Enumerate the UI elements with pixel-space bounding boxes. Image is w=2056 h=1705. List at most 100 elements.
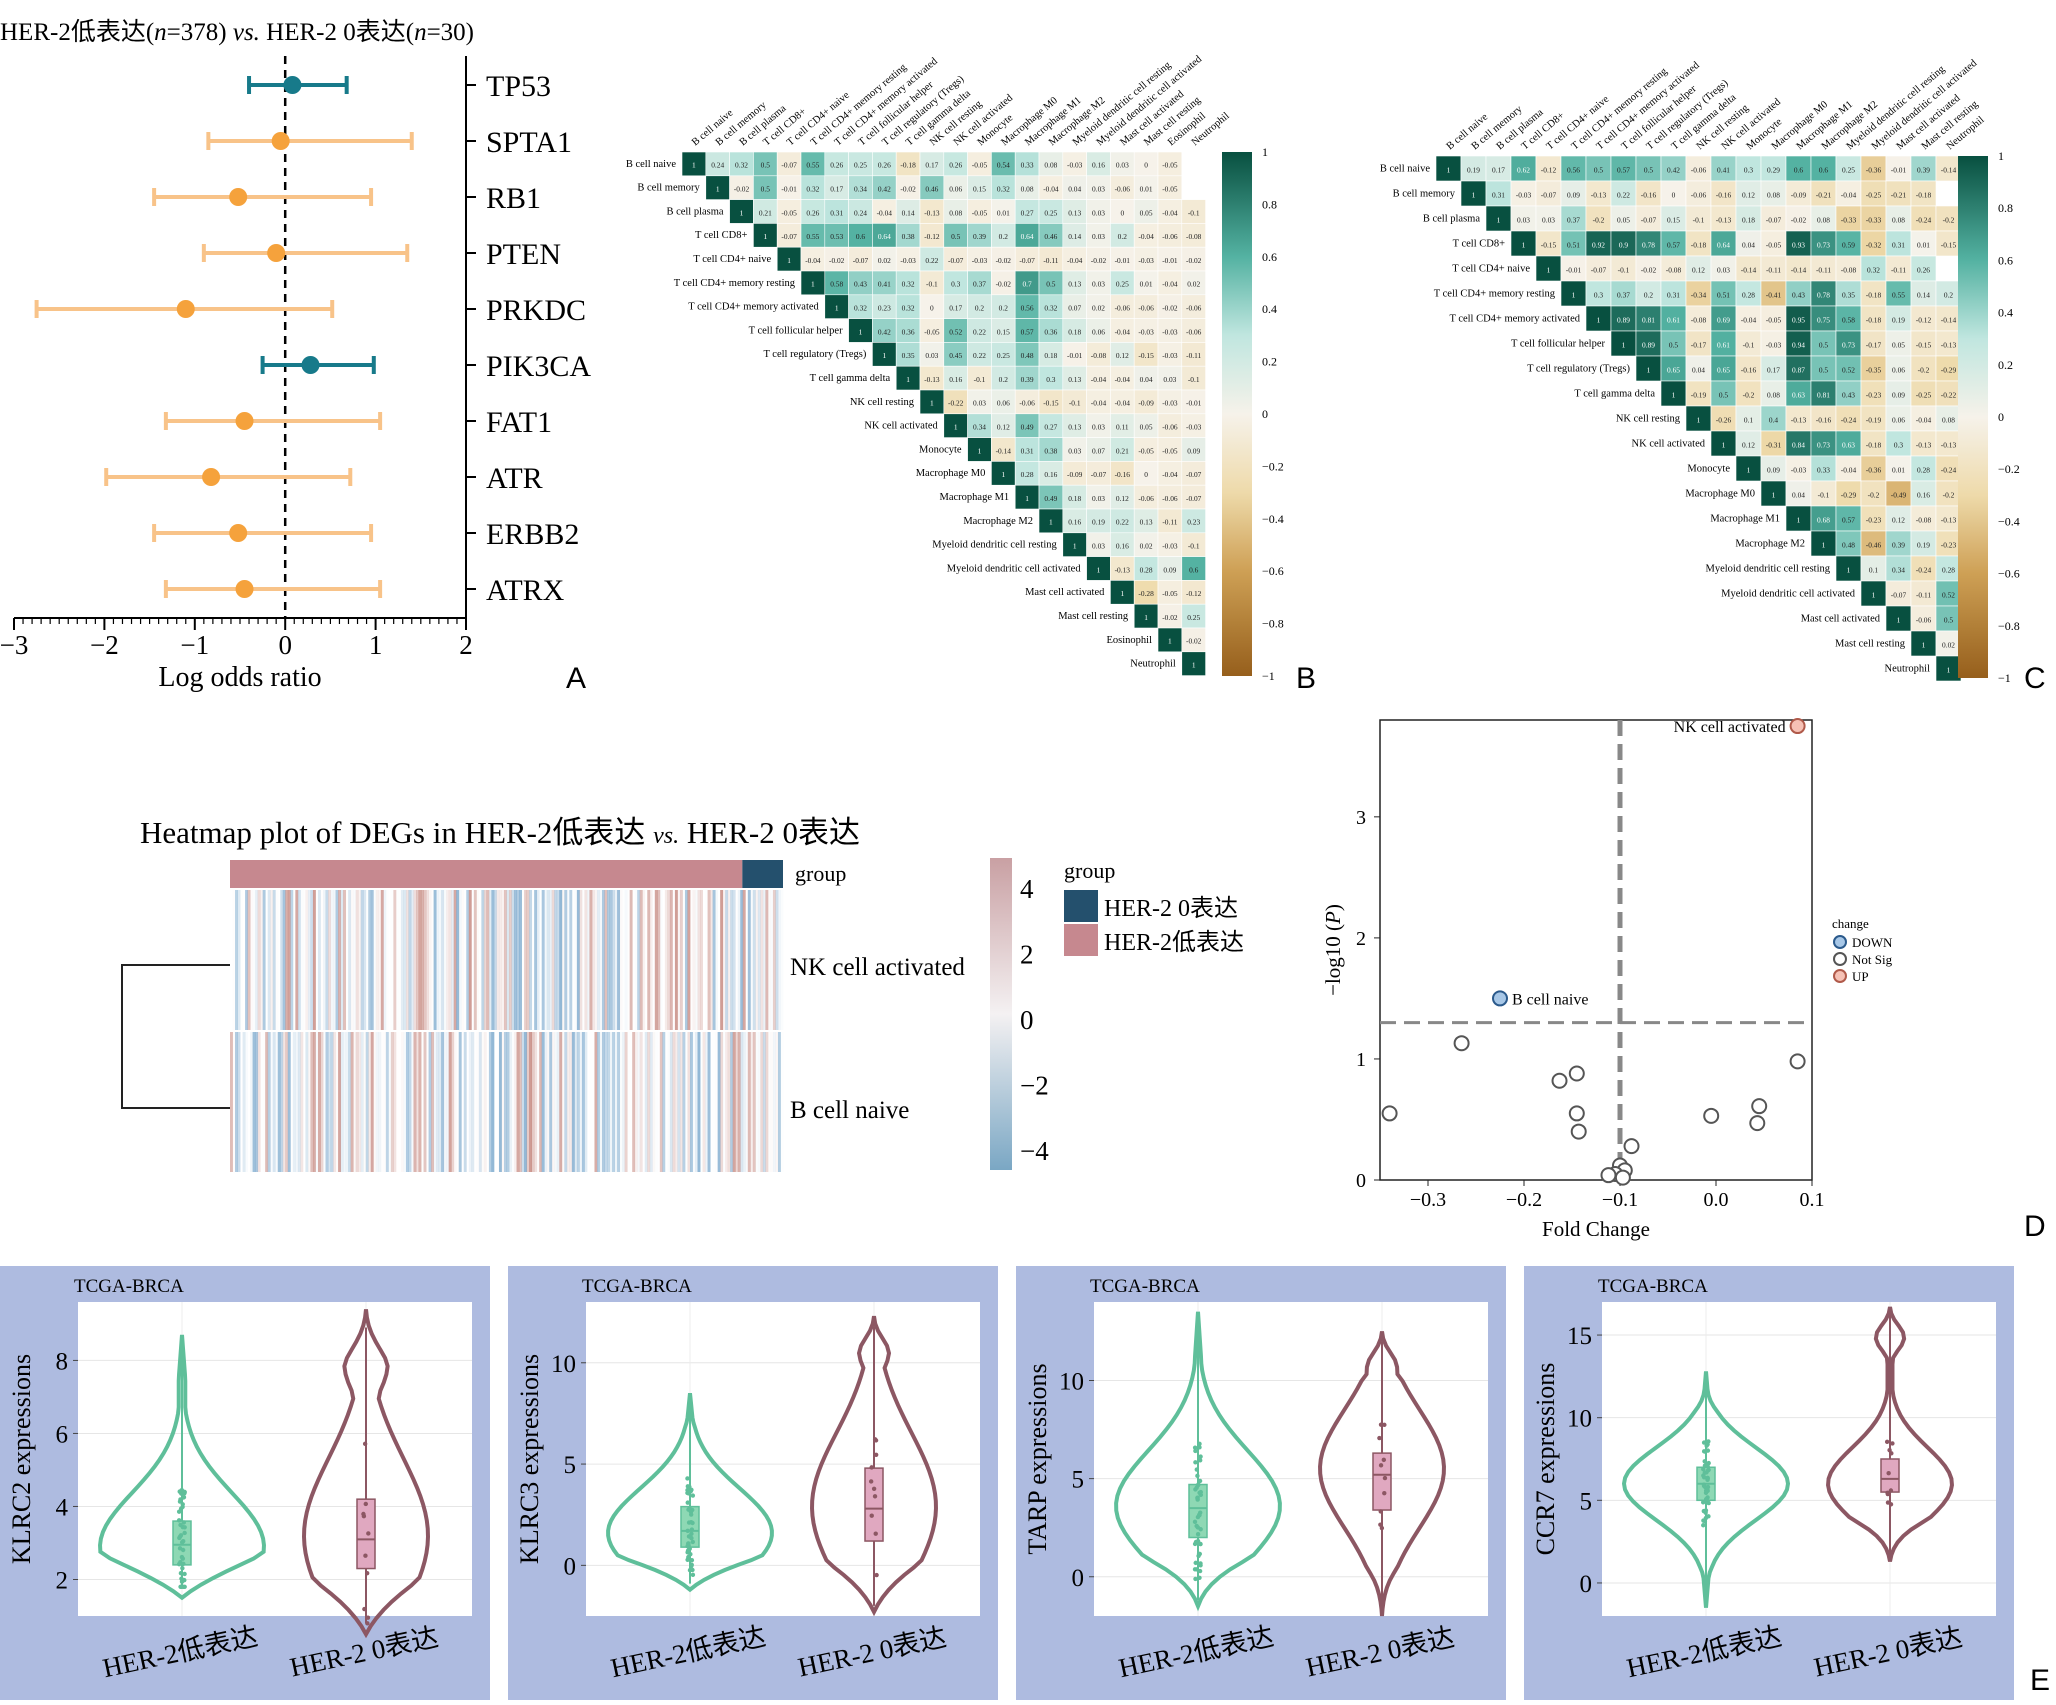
heat-stripe [348, 890, 352, 1030]
corr-value: -0.2 [1918, 366, 1930, 375]
row-label-myeloid-dendritic-cell-resting: Myeloid dendritic cell resting [1705, 564, 1830, 575]
heat-stripe [310, 890, 314, 1030]
correlation-heatmap-b: B cell naive 1 0.24 0.32 0.5 -0.07 0.55 0.26 0.2… [626, 53, 1284, 683]
heat-stripe [677, 890, 681, 1030]
corr-value: -0.1 [1188, 375, 1200, 384]
corr-value: 0.2 [1944, 291, 1954, 300]
heat-stripe [265, 1032, 269, 1172]
data-point [1382, 1475, 1388, 1481]
colorbar-label: 0 [1262, 407, 1268, 421]
heat-stripe [343, 890, 347, 1030]
corr-value: -0.1 [1188, 542, 1200, 551]
corr-cell [1935, 230, 1962, 257]
corr-value: 0.16 [1116, 542, 1129, 551]
corr-cell [1885, 280, 1912, 307]
corr-value: 0.21 [759, 208, 772, 217]
heat-stripe [539, 890, 542, 1030]
plot-area [78, 1302, 472, 1616]
heat-stripe [645, 890, 648, 1030]
colorbar-label: 2 [1020, 940, 1034, 970]
corr-value: -0.14 [1791, 266, 1807, 275]
heat-stripe [541, 1032, 545, 1172]
heat-stripe [491, 1032, 495, 1172]
corr-value: 0.61 [1717, 341, 1730, 350]
data-point [685, 1528, 690, 1534]
corr-value: 0.39 [973, 232, 986, 241]
heat-stripe [509, 890, 512, 1030]
corr-value: 1 [1192, 661, 1196, 670]
heat-stripe [245, 890, 248, 1030]
corr-cell [1635, 305, 1662, 332]
corr-cell [1860, 180, 1887, 207]
corr-value: 0.06 [1092, 327, 1105, 336]
corr-value: 0.12 [1692, 266, 1705, 275]
corr-value: -0.31 [1766, 441, 1782, 450]
panel-letter-e: E [2030, 1664, 2051, 1697]
corr-cell [1810, 405, 1837, 432]
corr-value: -0.1 [1818, 491, 1830, 500]
heat-stripe [353, 890, 357, 1030]
corr-value: -0.19 [1866, 416, 1882, 425]
heat-stripe [655, 1032, 658, 1172]
heat-stripe [438, 1032, 442, 1172]
row-label-t-cell-cd4-memory-resting: T cell CD4+ memory resting [1434, 289, 1556, 300]
heat-stripe [255, 1032, 259, 1172]
heat-stripe [622, 890, 625, 1030]
corr-value: 0.57 [1667, 241, 1680, 250]
data-point [1193, 1576, 1198, 1582]
corr-cell [1535, 180, 1562, 207]
corr-value: 0.54 [997, 161, 1010, 170]
corr-value: 0.1 [1744, 416, 1754, 425]
corr-cell [1860, 455, 1887, 482]
data-point [1706, 1500, 1711, 1506]
row-label-nk-cell-activated: NK cell activated [864, 421, 938, 432]
heat-stripe [775, 1032, 779, 1172]
heat-stripe [652, 890, 655, 1030]
corr-cell [1710, 405, 1737, 432]
heat-stripe [468, 1032, 472, 1172]
corr-value: 1 [1572, 291, 1576, 300]
group-bar-zero [742, 860, 783, 888]
heat-stripe [240, 1032, 243, 1172]
heat-stripe [300, 1032, 304, 1172]
heat-stripe [584, 890, 588, 1030]
heat-stripe [762, 1032, 766, 1172]
y-tick-label: 10 [551, 1351, 576, 1378]
corr-value: 0.02 [1187, 280, 1200, 289]
row-label-monocyte: Monocyte [919, 444, 962, 455]
corr-value: 0.5 [1819, 366, 1829, 375]
data-point [1193, 1560, 1198, 1566]
heat-stripe [506, 1032, 510, 1172]
corr-value: 0.28 [1140, 565, 1153, 574]
heat-stripe [242, 1032, 246, 1172]
data-point [1195, 1495, 1200, 1500]
corr-value: -0.1 [1618, 266, 1630, 275]
heat-stripe [305, 1032, 309, 1172]
violin-zero [302, 1309, 430, 1639]
corr-value: -0.04 [1115, 327, 1131, 336]
data-point [180, 1547, 186, 1553]
corr-value: 0.17 [1492, 166, 1505, 175]
box [1372, 1452, 1392, 1511]
corr-value: 0.29 [1767, 166, 1780, 175]
heat-stripe [690, 890, 693, 1030]
corr-value: -0.06 [1691, 166, 1707, 175]
corr-value: 1 [930, 399, 934, 408]
corr-value: -0.03 [1138, 327, 1154, 336]
corr-value: -0.41 [1766, 291, 1782, 300]
odds-point-erbb2 [229, 524, 248, 542]
corr-value: -0.05 [1162, 185, 1178, 194]
data-point [1703, 1515, 1709, 1521]
heat-stripe [493, 890, 497, 1030]
corr-cell [1510, 155, 1537, 182]
title-part: vs. [653, 823, 679, 849]
corr-cell [1885, 305, 1912, 332]
corr-value: 0.01 [1140, 185, 1153, 194]
corr-cell [1710, 180, 1737, 207]
heat-stripe [295, 1032, 299, 1172]
heat-stripe [479, 890, 482, 1030]
title-part: vs. [233, 19, 260, 46]
corr-value: 1 [716, 185, 720, 194]
row-label-b-cell-naive: B cell naive [790, 1097, 909, 1124]
corr-value: -0.32 [1866, 241, 1882, 250]
